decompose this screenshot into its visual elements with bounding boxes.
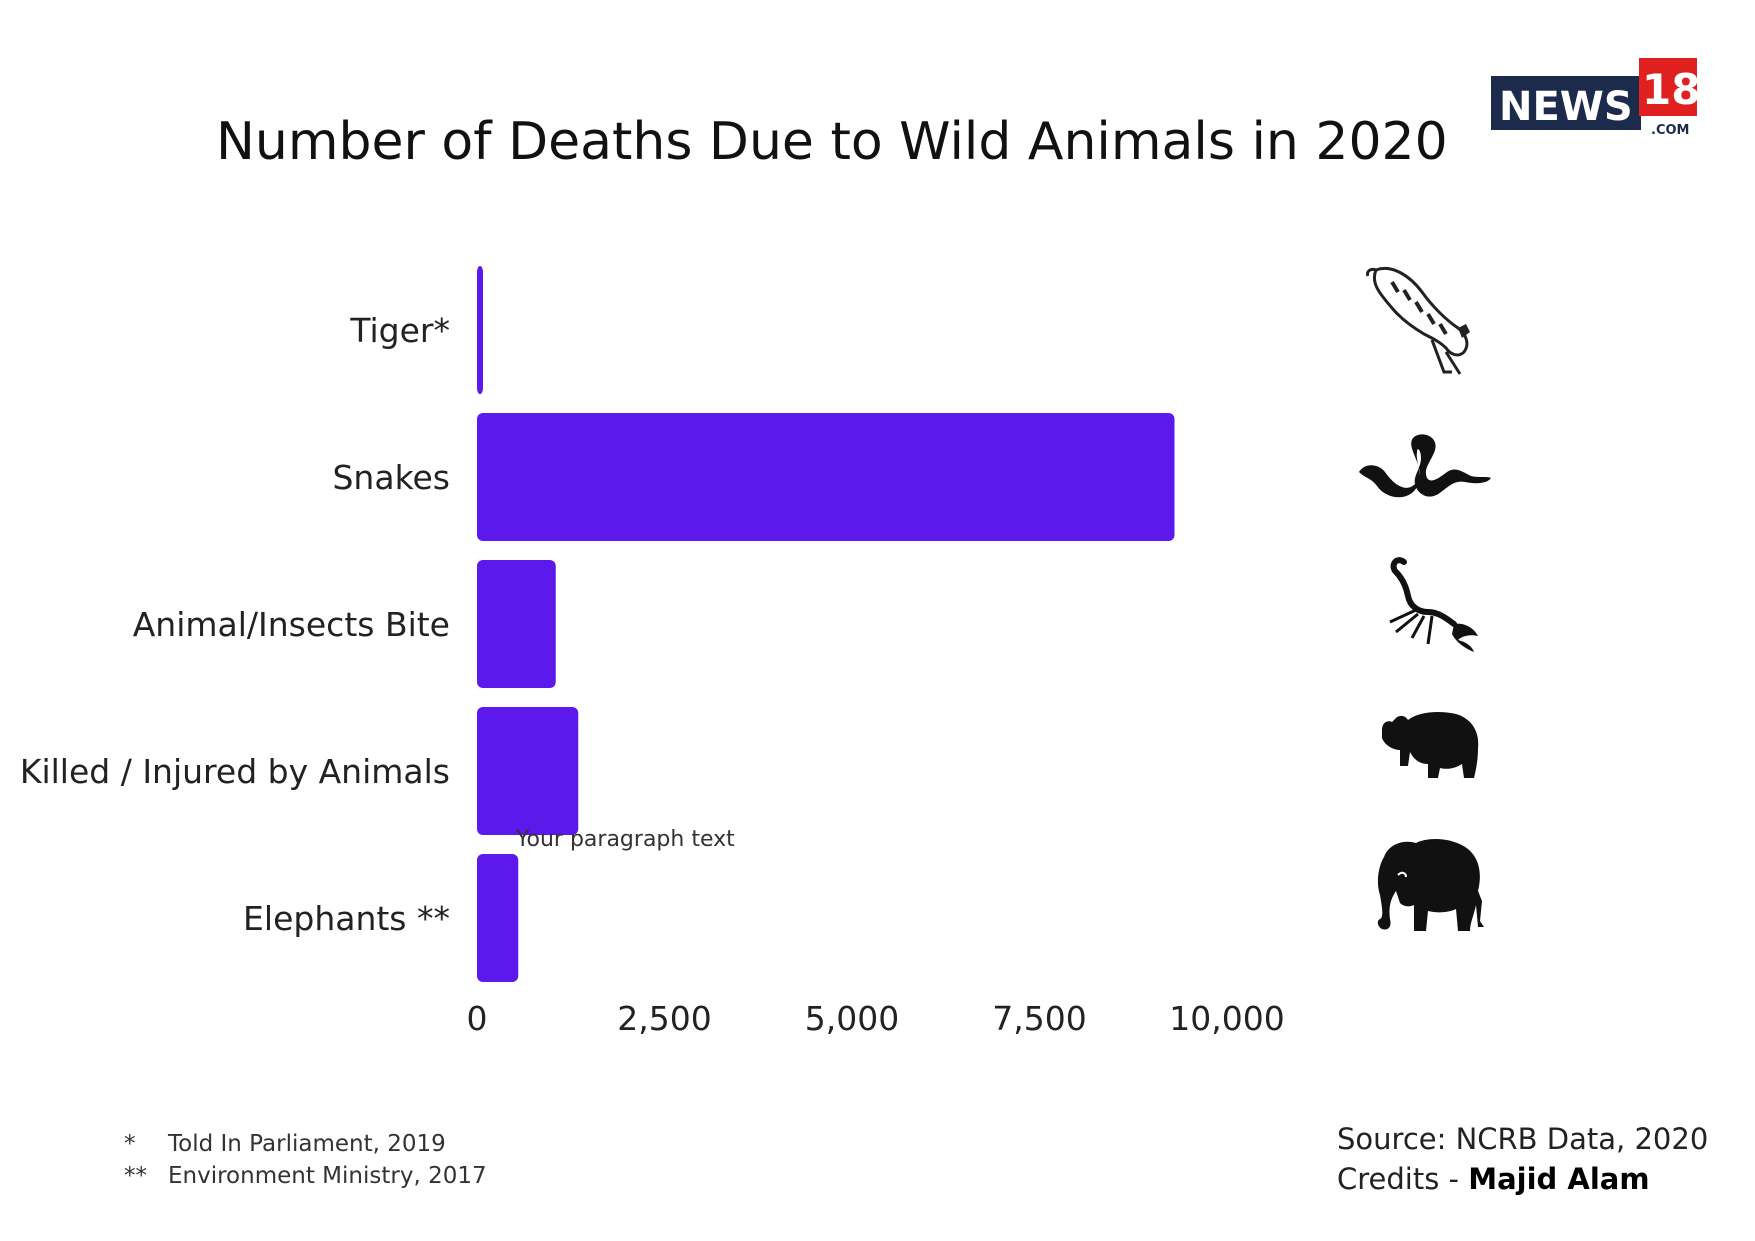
footnote-2-mark: ** [124,1163,147,1189]
elephant-icon [1377,839,1484,931]
bar-1 [477,413,1175,541]
footnote-2-text: Environment Ministry, 2017 [168,1163,487,1189]
bar-2 [477,560,556,688]
snake-icon [1359,434,1491,498]
bar-4 [477,854,519,982]
credits-prefix: Credits - [1337,1162,1469,1196]
tiger-icon [1366,267,1470,375]
scorpion-icon [1389,557,1478,652]
x-tick-label-2: 5,000 [805,999,899,1038]
category-label-4: Elephants ** [243,899,450,938]
footnote-1-text: Told In Parliament, 2019 [168,1131,446,1157]
category-label-1: Snakes [332,458,450,497]
category-labels: Tiger* Snakes Animal/Insects Bite Killed / … [20,311,450,938]
footnote-1-mark: * [124,1131,136,1157]
bar-3 [477,707,579,835]
logo-brand: NEWS [1499,84,1633,130]
x-axis-tick-labels: 0 2,500 5,000 7,500 10,000 [467,999,1285,1038]
logo-suffix: .COM [1651,123,1689,138]
x-tick-label-3: 7,500 [992,999,1086,1038]
bear-icon [1382,712,1479,778]
footnote-2: ** Environment Ministry, 2017 [124,1163,487,1189]
x-tick-label-0: 0 [467,999,488,1038]
logo-red-block [1639,58,1697,116]
credits-line: Credits - Majid Alam [1337,1162,1650,1196]
category-label-3: Killed / Injured by Animals [20,752,450,791]
source-text: Source: NCRB Data, 2020 [1337,1122,1709,1156]
category-label-0: Tiger* [349,311,450,350]
credits-author: Majid Alam [1468,1162,1650,1196]
placeholder-paragraph: Your paragraph text [516,827,735,852]
chart-title: Number of Deaths Due to Wild Animals in … [216,112,1448,172]
bar-0 [477,266,483,394]
x-tick-label-1: 2,500 [617,999,711,1038]
category-label-2: Animal/Insects Bite [133,605,450,644]
logo-dark-block [1491,76,1641,130]
x-tick-label-4: 10,000 [1169,999,1284,1038]
footnote-1: * Told In Parliament, 2019 [124,1131,446,1157]
news18-logo: NEWS 18 .COM [1491,58,1700,138]
bars-group [477,266,1175,982]
logo-number: 18 [1642,65,1700,114]
